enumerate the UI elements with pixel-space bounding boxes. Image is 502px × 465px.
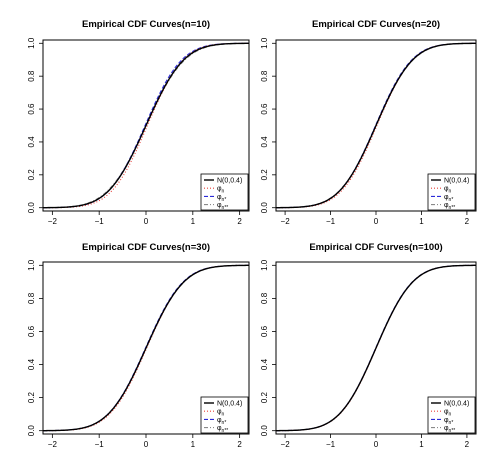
chart-panel-3: Empirical CDF Curves(n=30) −2 −1 0 1 2 0.0 0.2 0… [27, 242, 250, 449]
y-tick-label: 0.0 [27, 202, 36, 214]
x-tick-label: 2 [465, 217, 470, 226]
legend-label: φn* [444, 194, 453, 203]
series-line-1 [43, 264, 249, 432]
x-tick-label: 2 [237, 440, 242, 449]
y-tick-label: 0.2 [27, 169, 36, 181]
y-tick-label: 0.8 [260, 292, 269, 304]
x-tick-label: −2 [48, 217, 58, 226]
legend-label: φn** [217, 425, 228, 434]
legend-label: N(0,0.4) [217, 178, 242, 185]
x-tick-label: 0 [374, 440, 379, 449]
x-tick-label: −2 [281, 217, 291, 226]
y-tick-label: 0.4 [27, 136, 36, 148]
y-tick-label: 0.8 [27, 292, 36, 304]
y-tick-label: 0.4 [260, 136, 269, 148]
legend-label: φn* [217, 417, 226, 426]
y-tick-label: 0.2 [260, 169, 269, 181]
y-tick-label: 0.6 [27, 103, 36, 115]
legend-label: N(0,0.4) [217, 401, 242, 408]
x-tick-label: 2 [237, 217, 242, 226]
y-tick-label: 1.0 [260, 259, 269, 271]
x-tick-label: 1 [191, 217, 196, 226]
chart-title: Empirical CDF Curves(n=20) [312, 19, 440, 30]
x-tick-label: 2 [465, 440, 470, 449]
y-tick-label: 0.0 [27, 425, 36, 437]
legend-label: φn* [217, 194, 226, 203]
x-tick-label: −2 [281, 440, 291, 449]
x-tick-label: 1 [191, 440, 196, 449]
x-tick-label: −1 [95, 217, 105, 226]
x-tick-label: 0 [144, 217, 149, 226]
chart-panel-1: Empirical CDF Curves(n=10) −2 −1 0 1 2 0.0 0.2 0… [27, 19, 250, 226]
y-tick-label: 1.0 [260, 37, 269, 49]
y-tick-label: 0.4 [260, 358, 269, 370]
y-tick-label: 1.0 [27, 259, 36, 271]
chart-panel-4: Empirical CDF Curves(n=100) −2 −1 0 1 2 0.0 0.2… [260, 242, 477, 449]
legend-label: φn** [444, 425, 455, 434]
y-tick-label: 0.0 [260, 425, 269, 437]
x-tick-label: −1 [326, 440, 336, 449]
legend-label: N(0,0.4) [444, 178, 469, 185]
y-tick-label: 0.0 [260, 202, 269, 214]
y-tick-label: 0.2 [260, 392, 269, 404]
y-tick-label: 0.8 [27, 70, 36, 82]
y-tick-label: 1.0 [27, 37, 36, 49]
legend-label: φn** [217, 202, 228, 211]
y-tick-label: 0.8 [260, 70, 269, 82]
chart-title: Empirical CDF Curves(n=30) [82, 242, 210, 253]
y-tick-label: 0.6 [260, 325, 269, 337]
x-tick-label: 1 [419, 440, 424, 449]
legend-label: φn [217, 186, 225, 195]
legend-label: φn** [444, 202, 455, 211]
x-tick-label: −1 [95, 440, 105, 449]
chart-title: Empirical CDF Curves(n=100) [309, 242, 442, 253]
series-line-1 [276, 42, 476, 209]
y-tick-label: 0.2 [27, 392, 36, 404]
y-tick-label: 0.6 [27, 325, 36, 337]
x-tick-label: −1 [326, 217, 336, 226]
chart-title: Empirical CDF Curves(n=10) [82, 19, 210, 30]
legend-label: φn* [444, 417, 453, 426]
chart-panel-2: Empirical CDF Curves(n=20) −2 −1 0 1 2 0.0 0.2 0… [260, 19, 477, 226]
x-tick-label: −2 [48, 440, 58, 449]
x-tick-label: 0 [374, 217, 379, 226]
series-line-3 [43, 42, 249, 209]
y-tick-label: 0.6 [260, 103, 269, 115]
x-tick-label: 0 [144, 440, 149, 449]
series-line-1 [276, 264, 476, 432]
y-tick-label: 0.4 [27, 358, 36, 370]
series-line-1 [43, 42, 249, 209]
legend-label: φn [217, 409, 225, 418]
legend-label: N(0,0.4) [444, 401, 469, 408]
legend-label: φn [444, 409, 452, 418]
x-tick-label: 1 [419, 217, 424, 226]
legend-label: φn [444, 186, 452, 195]
